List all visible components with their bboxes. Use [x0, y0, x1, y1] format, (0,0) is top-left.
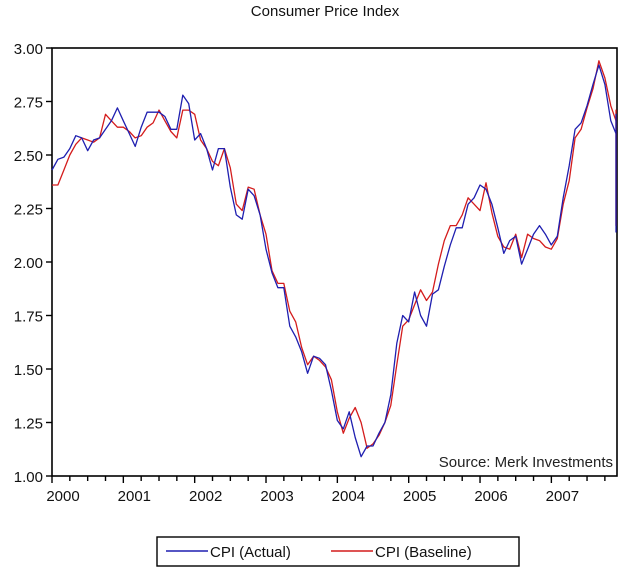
x-axis: 2000 2001 2002 2003 2004 2005 2006 2007: [46, 476, 606, 505]
x-tick-label: 2002: [189, 488, 222, 505]
series-layer: [51, 60, 617, 458]
source-annotation: Source: Merk Investments: [439, 454, 613, 471]
y-tick-label: 1.00: [14, 469, 43, 486]
y-tick-label: 2.25: [14, 202, 43, 219]
x-tick-label: 2004: [332, 488, 365, 505]
chart-title: Consumer Price Index: [251, 3, 400, 20]
y-tick-label: 3.00: [14, 41, 43, 58]
y-tick-label: 2.75: [14, 95, 43, 112]
legend-label-actual: CPI (Actual): [210, 544, 291, 561]
x-tick-label: 2001: [118, 488, 151, 505]
y-axis: 1.00 1.25 1.50 1.75 2.00 2.25 2.50 2.75 3.00: [14, 41, 52, 486]
x-tick-label: 2007: [546, 488, 579, 505]
y-tick-label: 1.75: [14, 309, 43, 326]
series-line-cpi-actual: [51, 64, 617, 458]
x-tick-label: 2005: [403, 488, 436, 505]
y-tick-label: 1.25: [14, 416, 43, 433]
y-tick-label: 1.50: [14, 362, 43, 379]
legend: CPI (Actual) CPI (Baseline): [156, 536, 520, 567]
x-tick-label: 2003: [260, 488, 293, 505]
y-tick-label: 2.00: [14, 255, 43, 272]
y-tick-label: 2.50: [14, 148, 43, 165]
plot-frame: [51, 47, 618, 477]
x-tick-label: 2000: [46, 488, 79, 505]
x-tick-label: 2006: [474, 488, 507, 505]
legend-label-baseline: CPI (Baseline): [375, 544, 472, 561]
